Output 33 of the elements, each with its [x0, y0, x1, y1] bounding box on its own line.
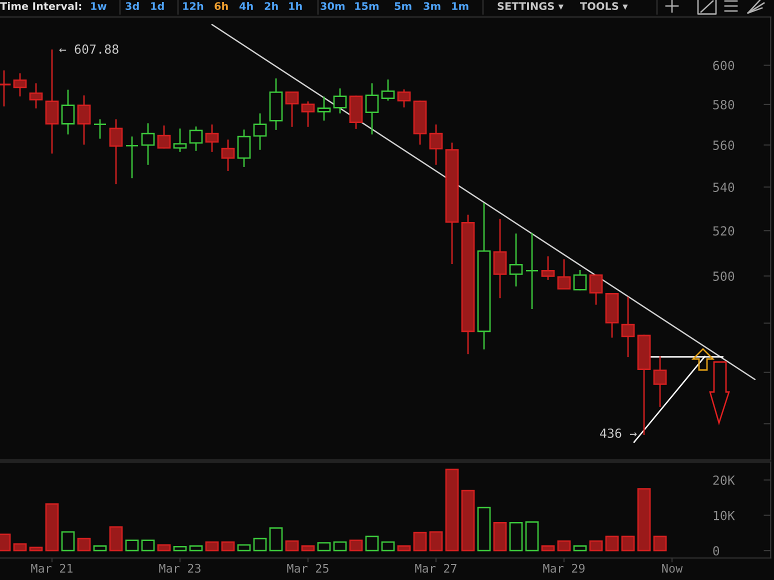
y-tick-label: 600 — [713, 60, 734, 70]
y-tick-label: 10K — [714, 510, 735, 520]
text: 4h — [239, 2, 253, 10]
text: 3d — [126, 2, 139, 10]
text: 2h — [264, 2, 278, 10]
text: 12h — [183, 2, 204, 10]
text: Time Interval: — [0, 2, 82, 10]
text: 1w — [91, 2, 107, 10]
x-tick-label: Mar 21 — [31, 564, 73, 573]
text: SETTINGS ▾ — [498, 2, 564, 10]
y-tick-label: 540 — [713, 182, 734, 192]
text: 5m — [394, 2, 412, 10]
y-tick-label: 20K — [713, 476, 735, 485]
text: 1h — [289, 2, 302, 10]
y-tick-label: 0 — [713, 546, 720, 556]
x-tick-label: Mar 25 — [287, 564, 328, 573]
x-tick-label: Now — [662, 564, 683, 573]
text: 3m — [424, 2, 440, 10]
x-tick-label: Mar 29 — [543, 564, 585, 573]
annotation: 436 → — [600, 428, 637, 438]
y-tick-label: 500 — [713, 271, 734, 281]
text: 6h — [214, 2, 228, 10]
y-tick-label: 580 — [713, 100, 734, 110]
text: 1m — [452, 2, 468, 10]
text: TOOLS ▾ — [580, 2, 628, 10]
text: 30m — [320, 2, 345, 10]
x-tick-label: Mar 27 — [415, 564, 456, 573]
y-tick-label: 520 — [713, 226, 734, 236]
x-tick-label: Mar 23 — [159, 564, 200, 573]
annotation: ← 607.88 — [59, 44, 118, 54]
y-tick-label: 560 — [713, 140, 734, 150]
text: 1d — [151, 2, 164, 10]
text: 15m — [355, 2, 379, 10]
